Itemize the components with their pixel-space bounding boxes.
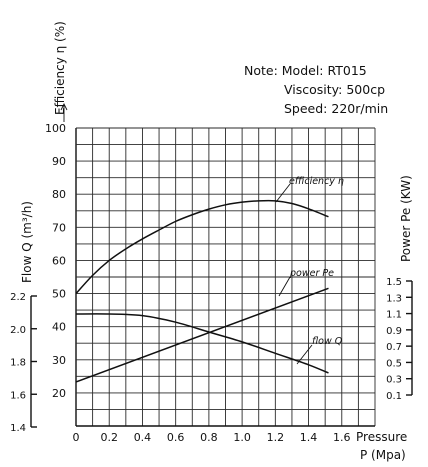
x-tick-label: 1.6: [333, 431, 351, 444]
flow-curve: [75, 313, 329, 374]
efficiency-curve-label: efficiency η: [289, 176, 344, 187]
curves: [75, 199, 329, 383]
power-curve: [75, 287, 329, 383]
x-tick-label: 0.2: [100, 431, 118, 444]
x-tick-label: 0.8: [200, 431, 218, 444]
x-axis-title-line1: Pressure: [356, 430, 407, 444]
x-tick-label: 0: [73, 431, 80, 444]
x-axis: Pressure P (Mpa) 0 0.2 0.4 0.6 0.8 1.0 1.2 1.4 1…: [73, 430, 408, 462]
power-tick-label: 1.1: [386, 310, 402, 321]
flow-tick-label: 2.2: [10, 292, 26, 303]
power-tick-label: 1.3: [386, 293, 402, 304]
efficiency-tick-label: 90: [52, 155, 66, 168]
x-tick-label: 0.4: [134, 431, 152, 444]
x-tick-label: 1.2: [267, 431, 285, 444]
power-tick-label: 0.9: [386, 326, 402, 337]
efficiency-axis: Efficiency η (%) 20 30 40 50 60 70 80 90 100: [45, 21, 68, 400]
flow-tick-label: 1.8: [10, 358, 26, 369]
flow-curve-label: flow Q: [312, 336, 343, 347]
flow-tick-label: 2.0: [10, 325, 26, 336]
efficiency-curve: [75, 199, 329, 295]
x-tick-label: 0.6: [167, 431, 185, 444]
note-line-speed: Speed: 220r/min: [284, 101, 388, 116]
flow-tick-label: 1.4: [10, 423, 26, 434]
efficiency-tick-label: 100: [45, 122, 66, 135]
power-curve-label: power Pe: [289, 268, 334, 279]
efficiency-axis-arrowhead: [60, 102, 68, 111]
power-tick-label: 0.5: [386, 358, 402, 369]
efficiency-axis-title: Efficiency η (%): [53, 21, 67, 115]
efficiency-tick-label: 30: [52, 354, 66, 367]
power-label-leader: [278, 276, 291, 297]
note-line-viscosity: Viscosity: 500cp: [284, 82, 385, 97]
grid: [75, 127, 376, 427]
efficiency-tick-label: 80: [52, 188, 66, 201]
power-tick-label: 0.7: [386, 342, 402, 353]
power-tick-label: 0.1: [386, 391, 402, 402]
flow-axis-title: Flow Q (m³/h): [20, 201, 34, 283]
efficiency-tick-label: 60: [52, 254, 66, 267]
flow-label-leader: [296, 344, 313, 365]
power-tick-label: 1.5: [386, 277, 402, 288]
efficiency-tick-label: 20: [52, 387, 66, 400]
note-block: Note: Model: RT015 Viscosity: 500cp Spee…: [244, 63, 388, 116]
x-tick-label: 1.0: [233, 431, 251, 444]
flow-tick-label: 1.6: [10, 390, 26, 401]
curve-labels: efficiency η power Pe flow Q: [275, 176, 344, 365]
power-axis-title: Power Pe (KW): [399, 175, 413, 262]
x-tick-label: 1.4: [300, 431, 318, 444]
efficiency-tick-label: 70: [52, 221, 66, 234]
power-axis: Power Pe (KW) 0.1 0.3 0.5 0.7 0.9 1.1 1.3 1.5: [386, 175, 413, 402]
efficiency-tick-label: 40: [52, 321, 66, 334]
power-tick-label: 0.3: [386, 375, 402, 386]
flow-axis: Flow Q (m³/h) 1.4 1.6 1.8 2.0 2.2: [10, 201, 37, 434]
x-axis-title-line2: P (Mpa): [360, 448, 406, 462]
note-line-model: Note: Model: RT015: [244, 63, 367, 78]
efficiency-tick-label: 50: [52, 288, 66, 301]
efficiency-label-leader: [275, 183, 291, 203]
